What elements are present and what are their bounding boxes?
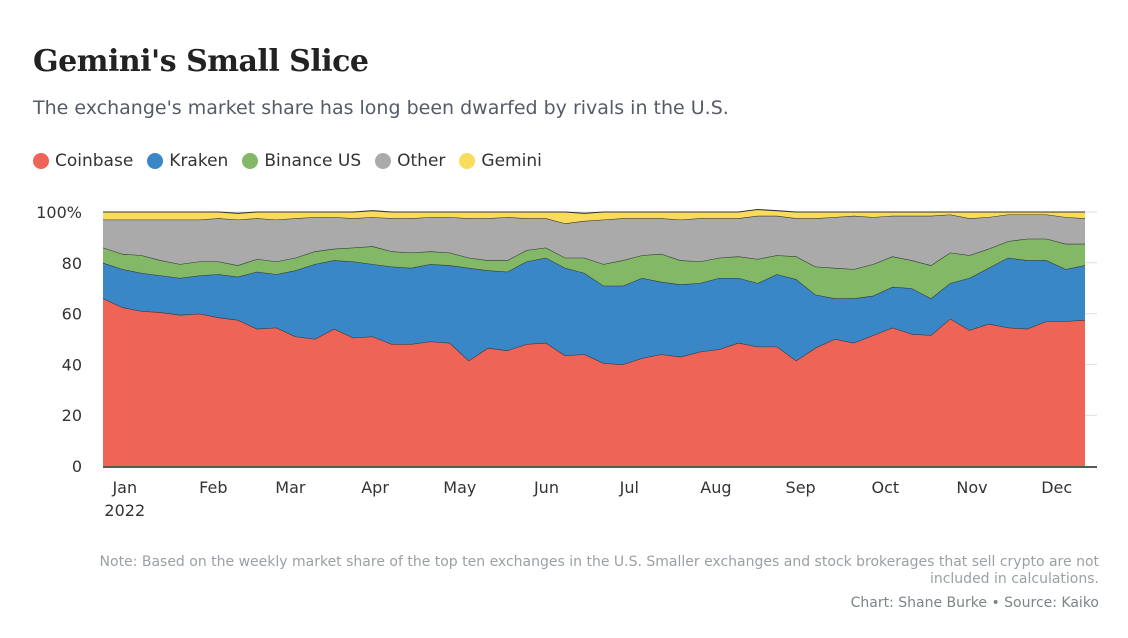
legend-item-coinbase: Coinbase bbox=[33, 151, 133, 171]
legend-label-other: Other bbox=[397, 151, 446, 171]
legend: Coinbase Kraken Binance US Other Gemini bbox=[33, 151, 542, 171]
area-other bbox=[103, 214, 1085, 270]
x-tick-label: Jul bbox=[619, 478, 639, 497]
chart-subtitle: The exchange's market share has long bee… bbox=[33, 97, 729, 119]
y-tick-label: 20 bbox=[62, 406, 82, 425]
x-tick-label: Oct bbox=[872, 478, 900, 497]
x-tick-label: Sep bbox=[786, 478, 816, 497]
x-tick-label: Mar bbox=[275, 478, 306, 497]
x-tick-label: Nov bbox=[956, 478, 987, 497]
y-tick-label: 0 bbox=[72, 457, 82, 476]
x-tick-label: Jan bbox=[111, 478, 137, 497]
x-tick-sublabel: 2022 bbox=[104, 501, 145, 520]
x-tick-label: Feb bbox=[199, 478, 227, 497]
legend-swatch-kraken bbox=[147, 153, 164, 169]
x-tick-label: Dec bbox=[1041, 478, 1072, 497]
area-binance-us bbox=[103, 238, 1085, 299]
chart-note: Note: Based on the weekly market share o… bbox=[99, 554, 1099, 587]
chart-title: Gemini's Small Slice bbox=[33, 44, 369, 79]
legend-label-kraken: Kraken bbox=[169, 151, 229, 171]
x-tick-label: May bbox=[443, 478, 476, 497]
x-tick-label: Aug bbox=[700, 478, 731, 497]
x-tick-label: Jun bbox=[533, 478, 559, 497]
y-tick-label: 80 bbox=[62, 254, 82, 273]
y-tick-label: 100% bbox=[36, 203, 82, 222]
boundary-gemini bbox=[103, 208, 1085, 214]
area-kraken bbox=[103, 257, 1085, 365]
legend-label-binance-us: Binance US bbox=[264, 151, 362, 171]
legend-swatch-coinbase bbox=[33, 153, 49, 169]
x-tick-label: Apr bbox=[361, 478, 389, 497]
legend-label-gemini: Gemini bbox=[481, 151, 542, 171]
area-gemini bbox=[103, 209, 1085, 224]
legend-item-other: Other bbox=[375, 151, 445, 171]
chart-credit: Chart: Shane Burke • Source: Kaiko bbox=[850, 595, 1099, 611]
legend-item-binance-us: Binance US bbox=[242, 151, 361, 171]
legend-swatch-other bbox=[375, 153, 392, 169]
legend-item-kraken: Kraken bbox=[147, 151, 228, 171]
legend-swatch-gemini bbox=[459, 153, 476, 169]
legend-item-gemini: Gemini bbox=[459, 151, 542, 171]
legend-swatch-binance-us bbox=[242, 153, 259, 169]
y-tick-label: 60 bbox=[62, 305, 82, 324]
y-tick-label: 40 bbox=[62, 355, 82, 374]
legend-label-coinbase: Coinbase bbox=[55, 151, 134, 171]
